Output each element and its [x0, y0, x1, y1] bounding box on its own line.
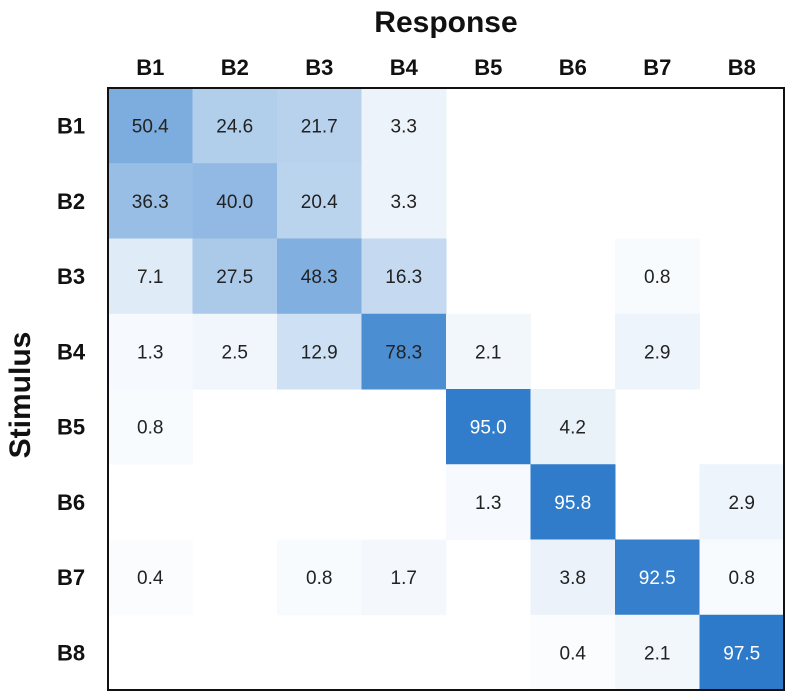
heatmap-cell — [361, 313, 447, 390]
cell-value-label: 0.8 — [306, 568, 332, 589]
cell-value-label: 1.3 — [475, 493, 501, 514]
heatmap-cell — [361, 539, 447, 616]
cell-value-label: 95.8 — [554, 493, 591, 514]
cell-value-label: 21.7 — [301, 117, 338, 138]
heatmap-cell — [615, 539, 700, 616]
heatmap-cells — [108, 88, 785, 691]
cell-value-label: 16.3 — [385, 267, 422, 288]
cell-value-label: 27.5 — [216, 267, 253, 288]
cell-value-label: 50.4 — [132, 117, 169, 138]
heatmap-cell — [446, 389, 531, 465]
heatmap-cell — [446, 464, 531, 540]
heatmap-cell — [108, 539, 193, 616]
cell-value-label: 1.3 — [137, 342, 163, 363]
heatmap-cell — [277, 163, 362, 239]
cell-value-label: 36.3 — [132, 192, 169, 213]
heatmap-cell — [108, 88, 193, 164]
cell-value-label: 2.1 — [644, 643, 670, 664]
cell-value-label: 12.9 — [301, 342, 338, 363]
heatmap-cell — [361, 238, 447, 315]
cell-value-label: 4.2 — [560, 418, 586, 439]
heatmap-cell — [446, 313, 531, 390]
heatmap-cell — [615, 238, 700, 315]
cell-value-label: 40.0 — [216, 192, 253, 213]
cell-value-label: 48.3 — [301, 267, 338, 288]
heatmap-cell — [277, 238, 362, 315]
cell-value-label: 97.5 — [723, 643, 760, 664]
x-tick-label: B4 — [390, 55, 419, 80]
heatmap-cell — [530, 389, 616, 465]
heatmap-cell — [108, 238, 193, 315]
heatmap-cell — [699, 614, 785, 691]
cell-value-labels: 50.4 24.6 21.7 3.3 36.3 40.0 20.4 3.3 7.1 27.5 48.… — [132, 117, 760, 665]
x-tick-label: B3 — [305, 55, 333, 80]
cell-value-label: 3.3 — [391, 117, 417, 138]
cell-value-label: 78.3 — [385, 342, 422, 363]
x-tick-label: B5 — [474, 55, 502, 80]
cell-value-label: 0.4 — [560, 643, 587, 664]
heatmap-cell — [108, 163, 193, 239]
y-tick-labels: B1 B2 B3 B4 B5 B6 B7 B8 — [57, 114, 86, 666]
heatmap-cell — [361, 163, 447, 239]
heatmap-cell — [192, 88, 278, 164]
heatmap-cell — [192, 163, 278, 239]
cell-value-label: 2.1 — [475, 342, 501, 363]
cell-value-label: 92.5 — [639, 568, 676, 589]
cell-value-label: 0.8 — [137, 418, 163, 439]
x-tick-label: B2 — [221, 55, 249, 80]
heatmap-cell — [699, 539, 785, 616]
heatmap-cell — [615, 614, 700, 691]
heatmap-cell — [361, 88, 447, 164]
x-tick-label: B1 — [136, 55, 164, 80]
heatmap-cell — [530, 614, 616, 691]
y-tick-label: B8 — [57, 640, 85, 665]
cell-value-label: 1.7 — [391, 568, 417, 589]
heatmap-cell — [277, 539, 362, 616]
x-tick-labels: B1 B2 B3 B4 B5 B6 B7 B8 — [136, 55, 756, 80]
heatmap-cell — [699, 464, 785, 540]
cell-value-label: 3.8 — [560, 568, 586, 589]
cell-value-label: 20.4 — [301, 192, 338, 213]
x-tick-label: B8 — [728, 55, 756, 80]
heatmap-cell — [615, 313, 700, 390]
cell-value-label: 95.0 — [470, 418, 507, 439]
heatmap-cell — [108, 389, 193, 465]
y-tick-label: B7 — [57, 565, 85, 590]
cell-value-label: 24.6 — [216, 117, 253, 138]
y-tick-label: B1 — [57, 114, 85, 139]
cell-value-label: 3.3 — [391, 192, 417, 213]
y-tick-label: B2 — [57, 189, 85, 214]
x-tick-label: B7 — [643, 55, 671, 80]
heatmap-cell — [192, 238, 278, 315]
cell-value-label: 0.8 — [644, 267, 670, 288]
cell-value-label: 2.9 — [644, 342, 670, 363]
heatmap-cell — [277, 88, 362, 164]
y-tick-label: B5 — [57, 415, 85, 440]
heatmap-cell — [530, 539, 616, 616]
cell-value-label: 7.1 — [137, 267, 163, 288]
cell-value-label: 0.4 — [137, 568, 164, 589]
heatmap-cell — [277, 313, 362, 390]
y-tick-label: B6 — [57, 490, 85, 515]
heatmap-cell — [192, 313, 278, 390]
heatmap-cell — [530, 464, 616, 540]
y-axis-title: Stimulus — [4, 332, 37, 459]
cell-value-label: 2.9 — [729, 493, 755, 514]
x-axis-title: Response — [374, 6, 517, 39]
cell-value-label: 0.8 — [729, 568, 755, 589]
y-tick-label: B4 — [57, 339, 86, 364]
heatmap-cell — [108, 313, 193, 390]
x-tick-label: B6 — [559, 55, 587, 80]
plot-frame — [107, 87, 785, 691]
cell-value-label: 2.5 — [222, 342, 248, 363]
y-tick-label: B3 — [57, 264, 85, 289]
